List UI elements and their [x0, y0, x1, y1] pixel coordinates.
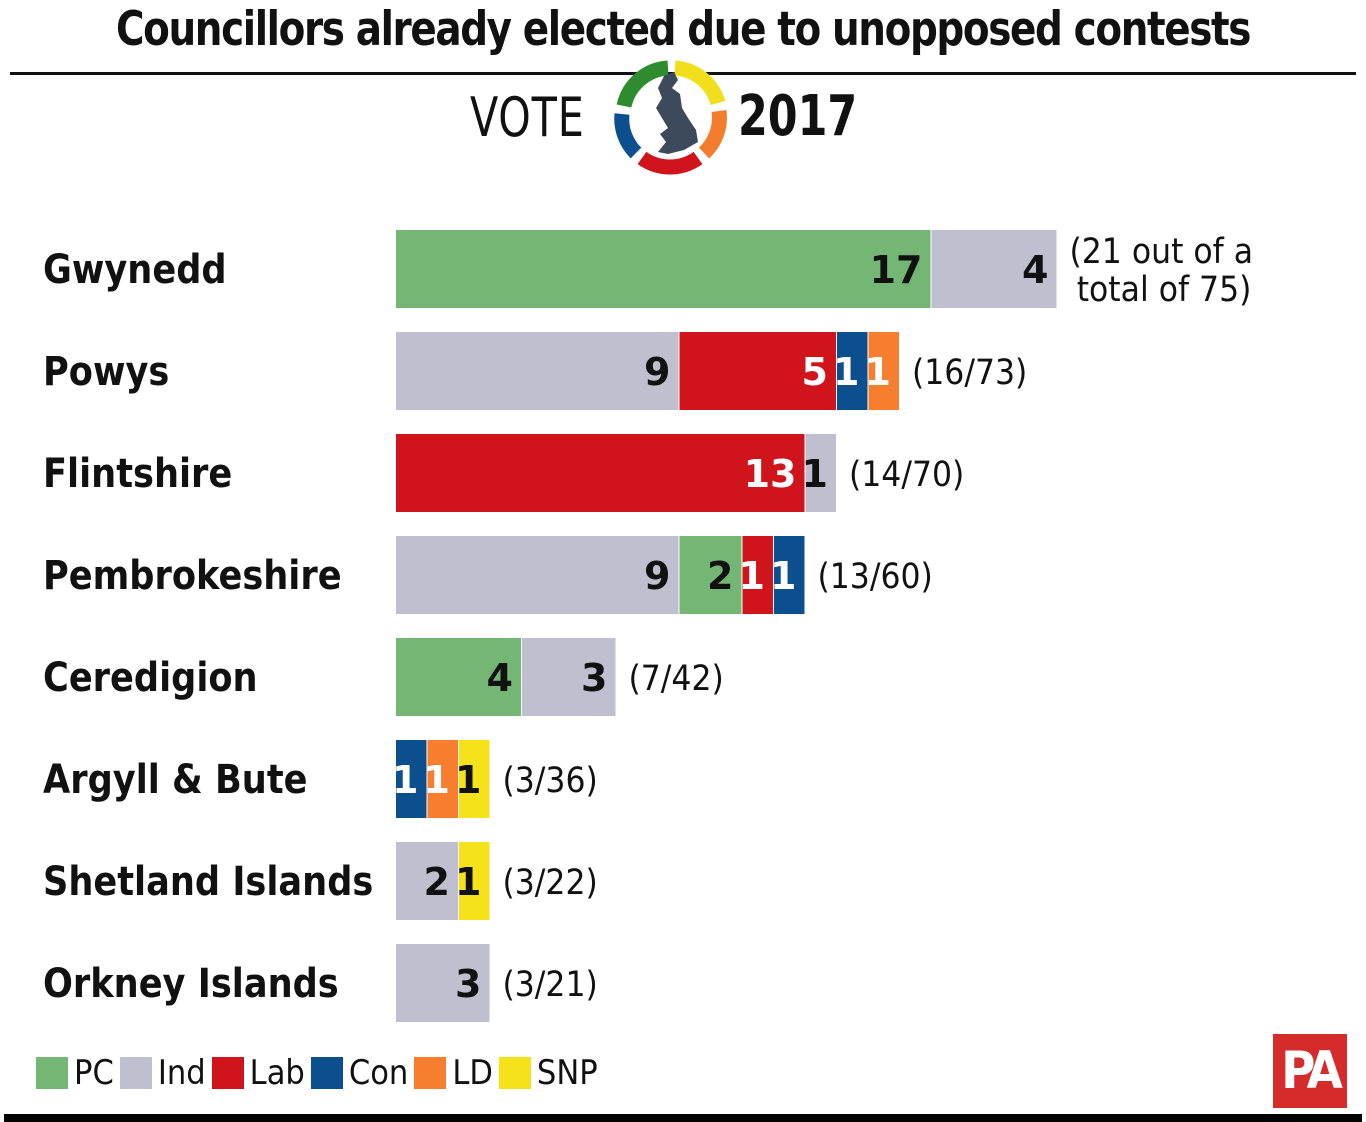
legend-swatch	[310, 1057, 343, 1089]
legend-item-ld: LD	[414, 1053, 493, 1093]
legend-item-lab: Lab	[211, 1053, 305, 1093]
data-label: 1	[455, 758, 481, 802]
bottom-rule	[4, 1114, 1362, 1122]
category-label: Ceredigion	[43, 654, 258, 701]
bar-segment-pc	[396, 638, 521, 716]
bar-segment-ind	[805, 434, 836, 512]
legend-item-pc: PC	[36, 1053, 114, 1093]
legend: PC Ind Lab Con LD SNP	[36, 1053, 604, 1093]
legend-item-con: Con	[310, 1053, 409, 1093]
data-label: 13	[744, 452, 797, 496]
data-label: 2	[424, 860, 450, 904]
total-annotation: (3/21)	[503, 963, 598, 1004]
category-label: Powys	[43, 348, 169, 395]
category-label: Gwynedd	[43, 246, 227, 293]
legend-swatch	[211, 1057, 244, 1089]
category-label: Pembrokeshire	[43, 552, 342, 599]
data-label: 1	[739, 554, 765, 598]
bar-segment-con	[774, 536, 805, 614]
bar-segment-con	[837, 332, 868, 410]
total-annotation: (21 out of a	[1070, 230, 1254, 271]
bar-segment-snp	[459, 842, 490, 920]
bar-segment-lab	[679, 332, 836, 410]
pa-logo: PA	[1273, 1034, 1347, 1108]
legend-swatch	[36, 1057, 68, 1089]
category-label: Orkney Islands	[43, 960, 339, 1007]
data-label: 4	[487, 656, 513, 700]
total-annotation: (3/36)	[503, 759, 598, 800]
data-label: 3	[581, 656, 607, 700]
data-label: 2	[707, 554, 733, 598]
legend-swatch	[498, 1057, 531, 1089]
total-annotation: (3/22)	[503, 861, 598, 902]
total-annotation: (13/60)	[818, 555, 933, 596]
data-label: 4	[1022, 248, 1048, 292]
bar-segment-ld	[868, 332, 899, 410]
bar-segment-ind	[522, 638, 616, 716]
bar-segment-pc	[679, 536, 742, 614]
data-label: 5	[802, 350, 828, 394]
data-label: 17	[870, 248, 923, 292]
legend-item-ind: Ind	[119, 1053, 206, 1093]
data-label: 1	[455, 860, 481, 904]
category-label: Shetland Islands	[43, 858, 373, 905]
vote-word: VOTE	[470, 86, 585, 149]
bar-segment-lab	[742, 536, 773, 614]
vote-2017-uk-map-logo	[614, 60, 727, 175]
data-label: 1	[392, 758, 418, 802]
legend-label: Lab	[249, 1053, 305, 1093]
legend-swatch	[414, 1057, 447, 1089]
bar-segment-ld	[427, 740, 458, 818]
category-label: Flintshire	[43, 450, 232, 497]
data-label: 1	[802, 452, 828, 496]
bar-segment-ind	[396, 536, 679, 614]
total-annotation: total of 75)	[1077, 268, 1252, 309]
chart-title: Councillors already elected due to unopp…	[115, 2, 1251, 57]
data-label: 1	[424, 758, 450, 802]
legend-label: SNP	[536, 1053, 598, 1093]
data-label: 3	[455, 962, 481, 1006]
legend-swatch	[119, 1057, 152, 1089]
data-label: 1	[770, 554, 796, 598]
data-label: 1	[833, 350, 859, 394]
legend-item-snp: SNP	[498, 1053, 598, 1093]
total-annotation: (14/70)	[849, 453, 964, 494]
total-annotation: (16/73)	[912, 351, 1027, 392]
bar-segment-lab	[396, 434, 805, 512]
legend-label: PC	[74, 1053, 114, 1093]
bar-segment-snp	[459, 740, 490, 818]
data-label: 9	[644, 554, 670, 598]
bar-segment-ind	[396, 944, 490, 1022]
bar-segment-con	[396, 740, 427, 818]
legend-label: Con	[348, 1053, 409, 1093]
bar-segment-ind	[396, 842, 458, 920]
total-annotation: (7/42)	[629, 657, 724, 698]
data-label: 1	[865, 350, 891, 394]
bar-segment-pc	[396, 230, 931, 308]
legend-label: LD	[452, 1053, 493, 1093]
data-label: 9	[644, 350, 670, 394]
bar-segment-ind	[931, 230, 1057, 308]
vote-year: 2017	[738, 84, 858, 149]
category-label: Argyll & Bute	[43, 756, 308, 803]
legend-label: Ind	[157, 1053, 206, 1093]
bar-segment-ind	[396, 332, 679, 410]
